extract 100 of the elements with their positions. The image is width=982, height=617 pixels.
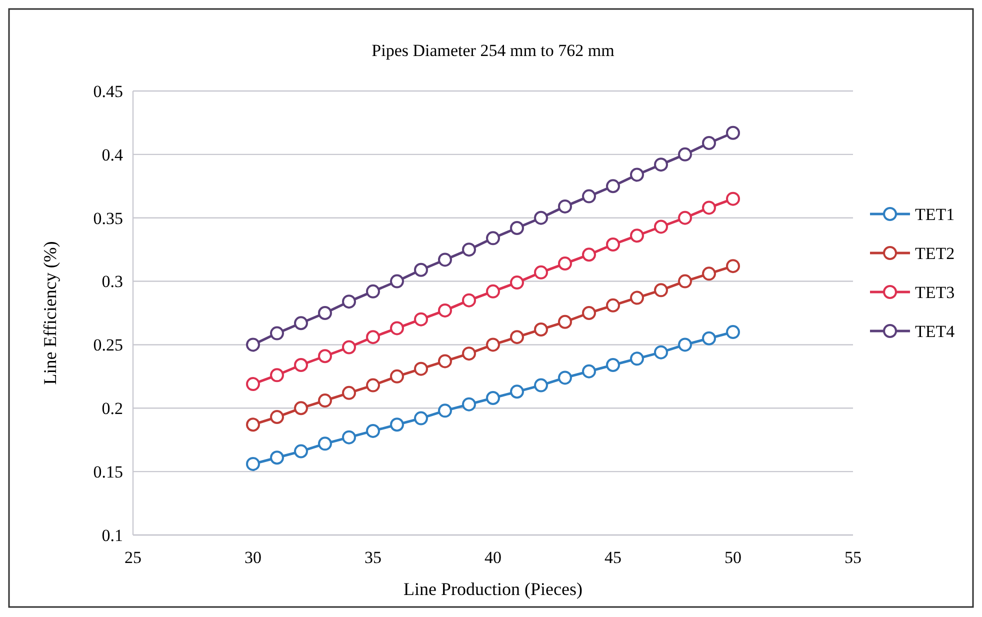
point <box>726 126 740 140</box>
point <box>414 262 428 277</box>
point <box>582 306 596 320</box>
point <box>342 386 356 400</box>
y-tick-label: 0.15 <box>93 462 123 482</box>
point <box>246 456 260 471</box>
point <box>486 390 500 405</box>
point <box>678 338 692 352</box>
y-tick-label: 0.1 <box>102 526 123 545</box>
point <box>510 330 524 344</box>
point <box>558 256 572 271</box>
point <box>390 418 404 432</box>
legend-label: TET2 <box>915 244 955 263</box>
point <box>702 266 716 281</box>
legend-label: TET3 <box>915 282 955 302</box>
point <box>510 221 524 236</box>
point <box>342 294 356 309</box>
point <box>702 331 716 346</box>
point <box>654 220 668 234</box>
point <box>534 378 548 392</box>
point <box>270 410 284 424</box>
point <box>270 326 284 340</box>
point <box>366 424 380 438</box>
legend-label: TET1 <box>915 204 955 224</box>
point <box>534 322 548 336</box>
point <box>318 349 332 364</box>
point <box>510 384 524 399</box>
point <box>270 368 284 382</box>
x-tick-label: 25 <box>124 548 142 567</box>
y-tick-label: 0.25 <box>93 336 123 355</box>
point <box>582 248 596 262</box>
point <box>702 136 716 150</box>
point <box>510 276 524 290</box>
point <box>726 192 740 206</box>
point <box>630 228 644 243</box>
point <box>246 338 260 352</box>
point <box>678 210 692 225</box>
x-tick-label: 55 <box>844 548 862 567</box>
point <box>582 364 596 378</box>
point <box>462 346 476 361</box>
point <box>726 325 740 340</box>
y-tick-label: 0.3 <box>102 272 123 292</box>
point <box>414 411 428 426</box>
point <box>246 377 260 392</box>
point <box>606 237 620 252</box>
point <box>678 147 692 162</box>
x-tick-label: 30 <box>244 548 262 567</box>
point <box>726 259 740 274</box>
point <box>438 354 452 368</box>
point <box>294 401 308 416</box>
point <box>654 283 668 298</box>
point <box>582 189 596 204</box>
point <box>558 370 572 385</box>
point <box>390 369 404 384</box>
point <box>270 450 284 465</box>
point <box>630 352 644 366</box>
point <box>294 444 308 458</box>
y-tick-label: 0.2 <box>102 399 123 418</box>
point <box>654 158 668 172</box>
point <box>342 340 356 354</box>
point <box>558 199 572 214</box>
x-tick-label: 45 <box>604 548 622 567</box>
point <box>534 210 548 225</box>
x-axis-title: Line Production (Pieces) <box>404 579 582 599</box>
point <box>606 358 620 372</box>
point <box>462 293 476 308</box>
point <box>366 330 380 344</box>
chart-title: Pipes Diameter 254 mm to 762 mm <box>372 41 614 60</box>
y-tick-label: 0.45 <box>93 82 123 101</box>
y-tick-label: 0.35 <box>93 208 123 228</box>
point <box>318 436 332 451</box>
point <box>414 312 428 326</box>
point <box>486 231 500 246</box>
point <box>630 168 644 182</box>
point <box>630 290 644 305</box>
point <box>438 303 452 318</box>
point <box>390 274 404 288</box>
legend-label: TET4 <box>915 322 956 341</box>
point <box>678 274 692 288</box>
y-axis-title: Line Efficiency (%) <box>40 241 60 385</box>
point <box>366 284 380 298</box>
point <box>606 179 620 194</box>
point <box>558 314 572 329</box>
x-tick-label: 50 <box>724 548 742 567</box>
point <box>246 418 260 432</box>
point <box>342 430 356 444</box>
point <box>294 358 308 372</box>
point <box>438 252 452 267</box>
point <box>318 306 332 320</box>
point <box>606 298 620 312</box>
point <box>366 378 380 392</box>
point <box>438 404 452 418</box>
point <box>534 265 548 280</box>
point <box>318 394 332 408</box>
point <box>462 242 476 257</box>
point <box>702 200 716 215</box>
point <box>294 316 308 330</box>
point <box>486 284 500 298</box>
y-tick-label: 0.4 <box>102 145 124 164</box>
point <box>654 345 668 360</box>
